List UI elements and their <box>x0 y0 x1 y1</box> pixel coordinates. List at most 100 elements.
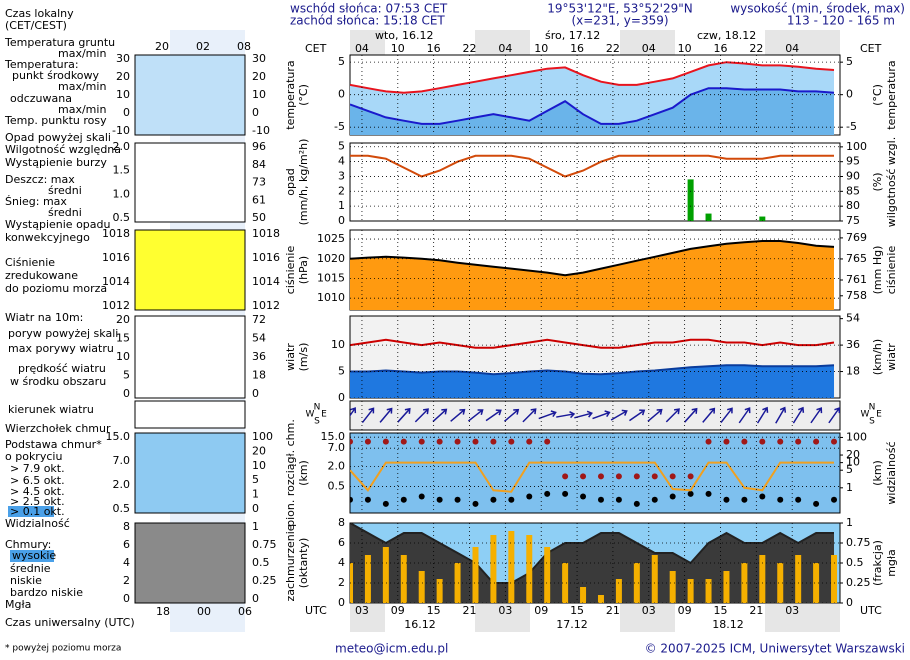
mini-tick: 5 <box>252 473 259 486</box>
dot <box>741 438 748 445</box>
tick-label: 18 <box>846 365 860 378</box>
dot <box>490 496 497 503</box>
wind-arrow <box>647 408 663 422</box>
cet-tick: 16 <box>427 42 441 55</box>
compass-letter: S <box>314 417 320 427</box>
dot <box>544 490 551 497</box>
compass-letter: E <box>876 410 882 420</box>
tick-label: 0 <box>338 596 345 609</box>
cet-tick: 04 <box>642 42 656 55</box>
tick-label: 1015 <box>317 271 345 284</box>
cet-tick: 04 <box>785 42 799 55</box>
legend-label: Opad powyżej skali <box>5 131 111 144</box>
cet-label: CET <box>860 42 882 55</box>
compass-letter: W <box>861 410 870 420</box>
area <box>350 241 835 310</box>
wind-arrow <box>522 408 537 423</box>
bar <box>759 216 766 221</box>
tick-label: 10 <box>846 456 860 469</box>
tick-label: 4 <box>338 155 345 168</box>
wind-arrow <box>665 408 680 423</box>
mini-tick: 1012 <box>252 299 280 312</box>
dot <box>795 438 802 445</box>
plot <box>350 523 838 603</box>
dot <box>597 496 604 503</box>
tick-label: 7.0 <box>328 441 346 454</box>
legend-label: Podstawa chmur* <box>5 438 102 451</box>
legend-label: kierunek wiatru <box>8 403 94 416</box>
day-band <box>385 604 475 632</box>
legend-label: wysokie <box>12 549 56 562</box>
plot <box>350 240 835 310</box>
utc-label: UTC <box>305 604 327 617</box>
mini-tick: 1 <box>252 488 259 501</box>
legend-label: Temperatura gruntu <box>4 36 115 49</box>
mini-tick: 1018 <box>252 227 280 240</box>
dot <box>454 496 461 503</box>
mini-tick: 0.5 <box>113 211 131 224</box>
area-line <box>350 61 835 94</box>
mini-tick: 73 <box>252 176 266 189</box>
dot <box>350 496 353 503</box>
cet-label: CET <box>305 42 327 55</box>
wind-arrow <box>610 409 628 421</box>
mini-tick: 0 <box>123 592 130 605</box>
cet-tick: 22 <box>606 42 620 55</box>
legend-label: prędkość wiatru <box>18 362 106 375</box>
mini-tick: 20 <box>116 313 130 326</box>
utc-tick: 15 <box>570 604 584 617</box>
bar <box>472 547 479 603</box>
dot <box>418 438 425 445</box>
cet-tick: 22 <box>463 42 477 55</box>
area-line <box>350 240 835 277</box>
utc-tick: 09 <box>678 604 692 617</box>
area <box>350 365 835 398</box>
date-label: 17.12 <box>556 618 588 631</box>
dot <box>597 473 604 480</box>
panel <box>349 432 841 514</box>
dot <box>633 500 640 507</box>
mini-tick: 1016 <box>102 251 130 264</box>
tick-label: 3 <box>338 169 345 182</box>
axis-label: (km) <box>297 460 310 486</box>
axis-label: (%) <box>871 172 884 191</box>
dot <box>669 473 676 480</box>
dot <box>400 438 407 445</box>
dot <box>813 438 820 445</box>
axis-label: ciśnienie <box>284 246 297 295</box>
dot <box>400 496 407 503</box>
legend-label: Wiatr na 10m: <box>5 311 83 324</box>
wind-arrow <box>350 407 357 424</box>
dot <box>651 473 658 480</box>
bar <box>400 555 407 603</box>
footnote: * powyżej poziomu morza <box>5 644 121 654</box>
mini-bottom-tick: 06 <box>238 605 252 618</box>
tick-label: 0 <box>338 88 345 101</box>
mini-tick: 1.5 <box>113 164 131 177</box>
tick-label: 95 <box>846 155 860 168</box>
mini-tick: 0 <box>252 387 259 400</box>
tick-label: 1020 <box>317 252 345 265</box>
tick-label: 761 <box>846 273 867 286</box>
mini-tick: 2.0 <box>113 478 131 491</box>
mini-tick: 96 <box>252 140 266 153</box>
legend-label: bardzo niskie <box>10 586 83 599</box>
tick-label: 0.25 <box>846 576 871 589</box>
tick-label: 1 <box>338 199 345 212</box>
email: meteo@icm.edu.pl <box>335 642 448 656</box>
legend-box <box>10 550 54 562</box>
cet-tick: 04 <box>498 42 512 55</box>
dot <box>472 438 479 445</box>
axis-label: (frakcja) <box>871 540 884 586</box>
legend-label: max/min <box>58 47 106 60</box>
mini-tick: 20 <box>252 70 266 83</box>
legend-label: Mgła <box>5 598 31 611</box>
date-label: 18.12 <box>712 618 744 631</box>
dot <box>651 496 658 503</box>
tick-label: 769 <box>846 231 867 244</box>
day-band <box>385 30 475 55</box>
mini-tick: 6 <box>123 538 130 551</box>
legend-label: Wystąpienie opadu <box>5 218 110 231</box>
dot <box>526 438 533 445</box>
day-label: czw, 18.12 <box>697 29 756 42</box>
